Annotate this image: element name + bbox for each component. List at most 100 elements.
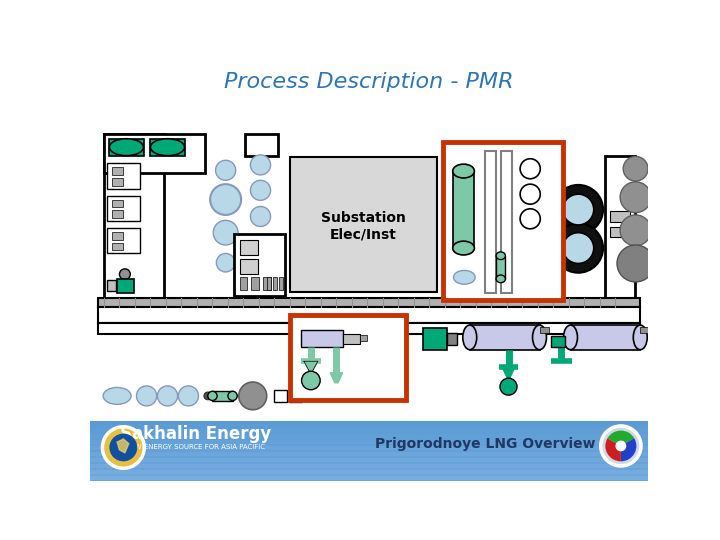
Bar [290,157,437,292]
Bar [90,450,648,453]
Bar [90,448,648,450]
Bar [90,429,648,431]
Bar [446,333,457,345]
Bar [90,464,648,466]
Bar [610,226,630,237]
Bar [98,298,640,307]
Bar [90,478,648,480]
Bar [90,477,648,479]
Bar [90,454,648,456]
Bar [90,457,648,458]
Bar [90,430,648,432]
Bar [90,446,648,448]
Polygon shape [503,367,515,377]
Bar [274,390,287,402]
Circle shape [520,184,540,204]
Ellipse shape [103,387,131,404]
Bar [90,471,648,473]
Ellipse shape [109,139,143,156]
Circle shape [617,245,654,282]
Bar [90,428,648,430]
Bar [90,427,648,429]
Bar [112,167,122,175]
Bar [90,463,648,464]
Bar [90,449,648,451]
Bar [90,466,648,468]
Wedge shape [621,438,636,461]
Bar [266,276,271,291]
Circle shape [520,159,540,179]
Bar [90,423,648,425]
Bar [90,421,648,422]
Bar [107,195,140,221]
Bar [150,139,185,156]
Bar [112,232,122,240]
Circle shape [120,269,130,280]
Circle shape [204,392,212,400]
Bar [112,242,122,251]
Bar [90,461,648,463]
Ellipse shape [150,139,184,156]
Bar [90,469,648,470]
Wedge shape [608,430,634,446]
Bar [112,200,122,207]
Circle shape [616,441,626,451]
Bar [289,390,302,402]
Circle shape [102,427,144,468]
Bar [500,151,512,294]
Bar [112,211,122,218]
Bar [90,440,648,442]
Polygon shape [304,361,318,372]
Bar [273,276,276,291]
Bar [496,256,505,279]
Circle shape [179,386,199,406]
Bar [90,447,648,449]
Bar [90,437,648,440]
Circle shape [302,372,320,390]
Circle shape [239,382,266,410]
Ellipse shape [453,164,474,178]
Bar [90,424,648,426]
Bar [90,475,648,477]
Bar [212,392,233,401]
Bar [90,459,648,461]
Bar [240,276,248,291]
Bar [107,280,117,291]
Bar [90,436,648,438]
Bar [551,336,565,347]
Bar [90,421,648,481]
Bar [469,325,539,350]
Text: Prigorodnoye LNG Overview: Prigorodnoye LNG Overview [375,437,595,451]
Bar [485,151,496,294]
Circle shape [251,206,271,226]
Ellipse shape [634,325,647,350]
Bar [90,426,648,427]
Bar [610,211,630,222]
Bar [423,328,446,350]
Bar [98,307,640,323]
Text: THE NEW ENERGY SOURCE FOR ASIA PACIFIC: THE NEW ENERGY SOURCE FOR ASIA PACIFIC [109,444,265,450]
Bar [90,480,648,481]
Polygon shape [117,439,129,453]
Circle shape [554,185,603,234]
Bar [234,234,284,296]
Bar [104,134,204,173]
Bar [90,441,648,443]
Bar [453,171,474,248]
Circle shape [563,194,594,225]
Bar [301,330,343,347]
Bar [98,323,640,334]
Bar [109,139,144,156]
Bar [251,276,259,291]
Bar [90,476,648,478]
Circle shape [620,182,651,213]
Bar [90,460,648,462]
Text: Sakhalin Energy: Sakhalin Energy [120,426,271,443]
Bar [570,325,640,350]
Bar [240,259,258,274]
Bar [104,134,164,300]
Ellipse shape [454,271,475,284]
Bar [90,434,648,436]
Bar [107,228,140,253]
Bar [90,470,648,472]
